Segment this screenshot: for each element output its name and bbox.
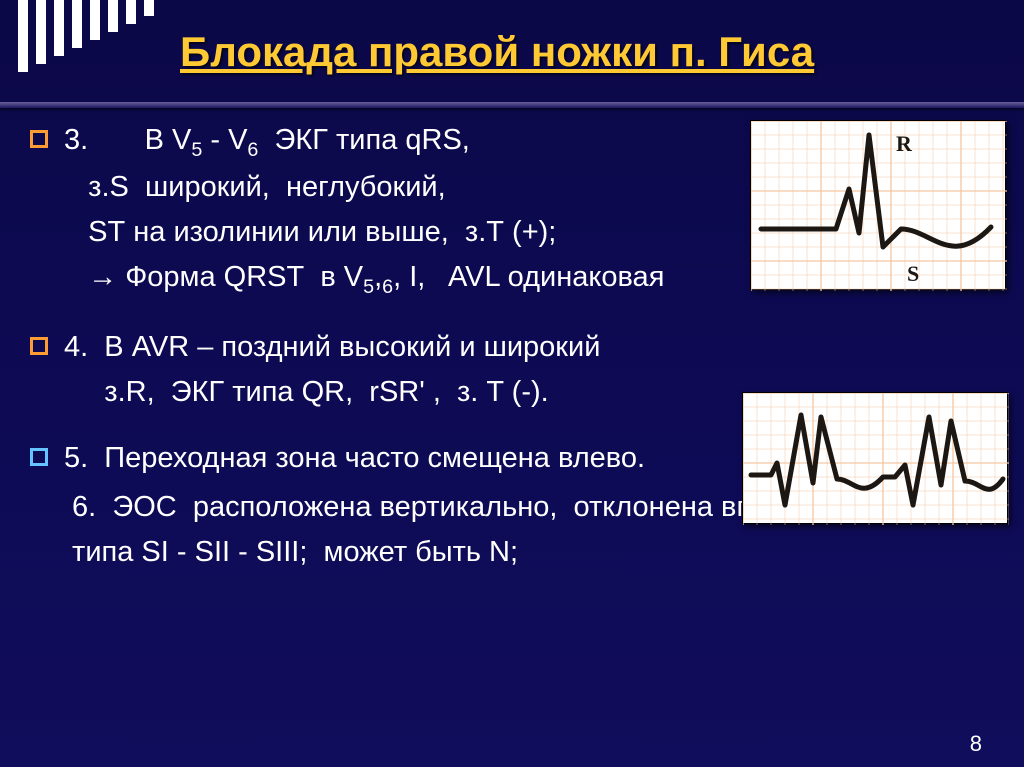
ecg-avr [742,392,1008,524]
title-divider [0,102,1024,108]
body-text-line: 3. В V5 - V6 ЭКГ типа qRS, [64,124,470,156]
bullet-marker [30,448,48,466]
page-number: 8 [970,731,982,757]
slide-title: Блокада правой ножки п. Гиса [180,28,814,76]
corner-stripes [18,0,178,72]
body-text-line: → Форма QRST в V5,6, I, AVL одинаковая [64,261,664,293]
bullet-marker [30,130,48,148]
ecg-qrs-v5v6: RS [750,120,1006,290]
body-text-line: 4. В AVR – поздний высокий и широкий [64,331,600,363]
body-text-line: з.S широкий, неглубокий, [64,171,446,203]
bullet-marker [30,337,48,355]
body-text-line: 5. Переходная зона часто смещена влево. [64,442,645,474]
body-text-line: з.R, ЭКГ типа QR, rSR' , з. T (-). [64,376,549,408]
svg-text:S: S [907,261,919,286]
svg-text:R: R [896,131,913,156]
body-text-line: SТ на изолинии или выше, з.Т (+); [64,216,556,248]
body-text-line: типа SI - SII - SIII; может быть N; [64,536,518,568]
